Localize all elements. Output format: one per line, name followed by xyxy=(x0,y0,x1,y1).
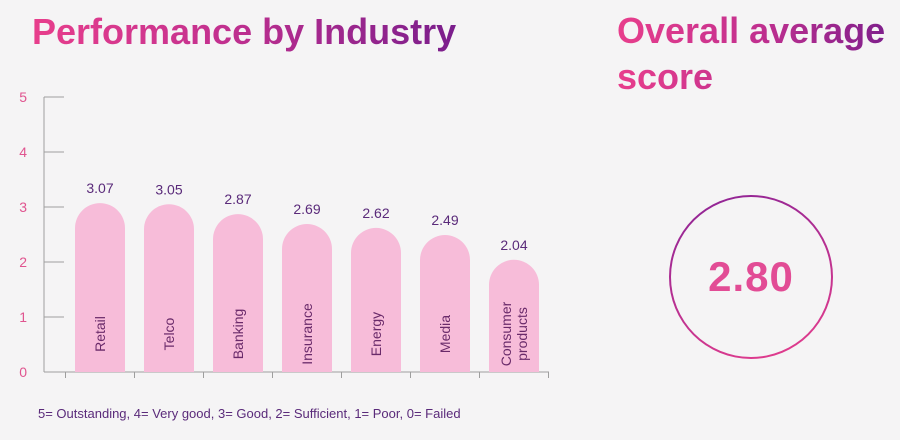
y-tick-label: 0 xyxy=(19,364,27,380)
bar-category-label: Consumerproducts xyxy=(498,301,530,366)
bar xyxy=(351,227,401,372)
bar-category-label: Retail xyxy=(92,316,108,352)
bar-value-label: 2.62 xyxy=(362,205,389,221)
bar-category-label: Banking xyxy=(230,309,246,360)
y-tick-label: 1 xyxy=(19,309,27,325)
bar xyxy=(282,224,332,372)
bar xyxy=(420,235,470,372)
bar-value-label: 2.87 xyxy=(224,191,251,207)
bar-category-label: Media xyxy=(437,315,453,353)
bar xyxy=(489,259,539,372)
bar-value-label: 3.07 xyxy=(86,180,113,196)
overall-average-title: Overall average score xyxy=(617,8,897,100)
y-tick-label: 4 xyxy=(19,144,27,160)
bar xyxy=(144,204,194,372)
overall-score-value: 2.80 xyxy=(708,253,794,300)
y-tick-label: 5 xyxy=(19,89,27,105)
chart-title: Performance by Industry xyxy=(32,8,456,56)
bar-value-label: 3.05 xyxy=(155,181,182,197)
bar-value-label: 2.04 xyxy=(500,237,527,253)
y-tick-label: 2 xyxy=(19,254,27,270)
bar-category-label: Energy xyxy=(368,312,384,356)
bar-value-label: 2.69 xyxy=(293,201,320,217)
bar-category-label: Insurance xyxy=(299,303,315,365)
bar xyxy=(212,214,263,372)
score-legend-footnote: 5= Outstanding, 4= Very good, 3= Good, 2… xyxy=(38,406,461,421)
bar-value-label: 2.49 xyxy=(431,212,458,228)
overall-score-circle: 2.80 xyxy=(669,195,833,359)
y-tick-label: 3 xyxy=(19,199,27,215)
bar xyxy=(75,203,125,372)
bar-category-label: Telco xyxy=(161,317,177,350)
